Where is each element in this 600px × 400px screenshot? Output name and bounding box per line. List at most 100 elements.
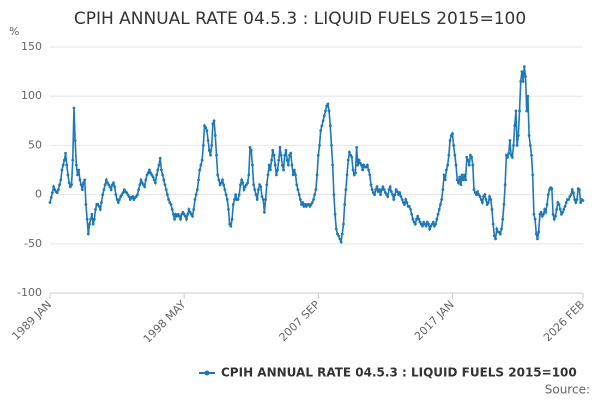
data-point bbox=[193, 198, 197, 201]
data-point bbox=[455, 178, 459, 182]
data-point bbox=[216, 173, 220, 177]
data-point bbox=[155, 173, 159, 177]
data-point bbox=[58, 183, 61, 187]
data-point bbox=[459, 183, 463, 187]
data-point bbox=[121, 191, 125, 195]
data-point bbox=[109, 188, 113, 192]
data-point bbox=[207, 148, 211, 152]
data-point bbox=[552, 217, 556, 221]
data-point bbox=[388, 185, 392, 189]
data-point bbox=[277, 158, 281, 162]
data-point bbox=[115, 198, 119, 201]
data-point bbox=[382, 188, 386, 192]
data-point bbox=[357, 158, 361, 162]
data-point bbox=[79, 183, 83, 187]
y-tick-label: 50 bbox=[28, 138, 42, 151]
data-point bbox=[136, 193, 139, 197]
data-point bbox=[276, 168, 279, 172]
data-point bbox=[296, 188, 300, 192]
data-point bbox=[570, 188, 574, 192]
data-point bbox=[210, 144, 214, 147]
data-point bbox=[158, 156, 162, 160]
legend-label: CPIH ANNUAL RATE 04.5.3 : LIQUID FUELS 2… bbox=[221, 366, 577, 380]
data-point bbox=[465, 155, 469, 159]
x-tick-label: 2026 FEB bbox=[541, 298, 587, 344]
data-point bbox=[185, 217, 188, 221]
data-point bbox=[154, 181, 157, 185]
data-point bbox=[524, 75, 527, 78]
data-point bbox=[261, 198, 265, 201]
data-point bbox=[156, 168, 160, 172]
data-point bbox=[480, 201, 484, 204]
data-point bbox=[534, 232, 538, 236]
data-point bbox=[495, 227, 499, 231]
data-point bbox=[490, 207, 494, 211]
legend-marker bbox=[204, 370, 210, 376]
data-point bbox=[151, 175, 155, 179]
data-point bbox=[209, 153, 212, 157]
data-point bbox=[393, 193, 397, 197]
data-point bbox=[502, 203, 506, 206]
data-point bbox=[475, 193, 478, 197]
data-point bbox=[369, 183, 373, 187]
data-point bbox=[327, 109, 331, 113]
data-point bbox=[278, 145, 282, 149]
data-point bbox=[543, 207, 547, 211]
data-point bbox=[373, 193, 376, 197]
data-point bbox=[467, 163, 471, 167]
data-point bbox=[222, 183, 226, 187]
data-point bbox=[289, 151, 293, 155]
data-point bbox=[112, 181, 115, 185]
data-point bbox=[114, 193, 118, 197]
data-point bbox=[230, 217, 234, 221]
data-point bbox=[398, 191, 402, 195]
data-point bbox=[61, 163, 65, 167]
data-point bbox=[283, 153, 287, 157]
data-point bbox=[573, 198, 577, 201]
data-point bbox=[506, 155, 509, 159]
data-point bbox=[50, 191, 54, 195]
data-point bbox=[221, 178, 224, 182]
data-point bbox=[64, 151, 67, 155]
data-point bbox=[521, 80, 525, 83]
data-point bbox=[374, 188, 378, 192]
data-point bbox=[255, 198, 259, 201]
data-point bbox=[354, 171, 357, 175]
data-point bbox=[503, 183, 507, 187]
data-point bbox=[173, 217, 176, 221]
data-point bbox=[471, 163, 475, 167]
data-point bbox=[100, 201, 103, 204]
data-point bbox=[139, 178, 143, 182]
data-point bbox=[326, 102, 330, 106]
data-point bbox=[338, 237, 342, 241]
data-point bbox=[514, 109, 518, 113]
data-point bbox=[56, 188, 60, 192]
data-point bbox=[165, 193, 169, 197]
data-point bbox=[197, 178, 200, 182]
data-point bbox=[131, 195, 135, 198]
data-point bbox=[246, 181, 250, 185]
data-point bbox=[279, 153, 283, 157]
data-point bbox=[539, 210, 543, 214]
data-point bbox=[225, 198, 229, 201]
data-point bbox=[159, 168, 163, 172]
data-point bbox=[301, 201, 305, 204]
data-point bbox=[268, 168, 272, 172]
data-point bbox=[295, 183, 299, 187]
data-point bbox=[192, 207, 196, 211]
data-point bbox=[82, 181, 85, 185]
x-tick-label: 2007 SEP bbox=[277, 298, 323, 344]
data-point bbox=[313, 193, 317, 197]
data-point bbox=[320, 124, 324, 128]
data-point bbox=[191, 214, 194, 218]
data-point bbox=[557, 203, 561, 206]
data-point bbox=[170, 207, 174, 211]
data-point bbox=[498, 232, 502, 236]
data-point bbox=[215, 153, 218, 157]
data-point bbox=[457, 181, 460, 185]
data-point bbox=[236, 198, 240, 201]
data-point bbox=[522, 65, 526, 69]
data-point bbox=[448, 139, 452, 142]
data-point bbox=[247, 173, 251, 177]
data-point bbox=[76, 173, 79, 177]
